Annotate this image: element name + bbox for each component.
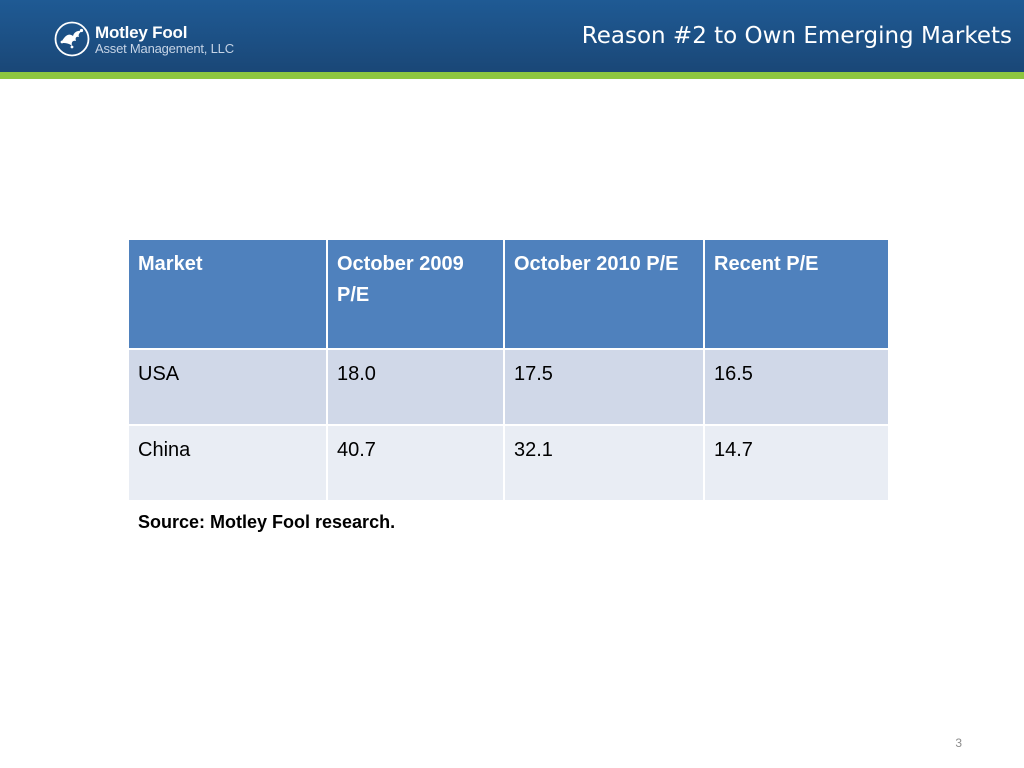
- table-cell: 40.7: [326, 424, 505, 502]
- source-note: Source: Motley Fool research.: [138, 512, 396, 532]
- table-cell: USA: [127, 348, 328, 426]
- page-number: 3: [955, 736, 962, 750]
- column-header-recent: Recent P/E: [703, 238, 890, 350]
- table-cell: 17.5: [503, 348, 705, 426]
- table-row: China 40.7 32.1 14.7: [127, 424, 890, 502]
- column-header-oct-2010: October 2010 P/E: [503, 238, 705, 350]
- logo-name: Motley Fool: [95, 22, 188, 42]
- column-header-oct-2009: October 2009 P/E: [326, 238, 505, 350]
- table-cell: China: [127, 424, 328, 502]
- column-header-market: Market: [127, 238, 328, 350]
- logo-subtitle: Asset Management, LLC: [95, 40, 234, 56]
- pe-ratio-table: Market October 2009 P/E October 2010 P/E…: [127, 238, 890, 502]
- table-cell: 14.7: [703, 424, 890, 502]
- slide-header: Motley Fool Asset Management, LLC Reason…: [0, 0, 1024, 72]
- table-cell: 16.5: [703, 348, 890, 426]
- company-logo: Motley Fool Asset Management, LLC: [54, 19, 234, 59]
- table-row: USA 18.0 17.5 16.5: [127, 348, 890, 426]
- table-cell: 32.1: [503, 424, 705, 502]
- slide-title: Reason #2 to Own Emerging Markets: [581, 23, 1012, 49]
- table-header-row: Market October 2009 P/E October 2010 P/E…: [127, 238, 890, 350]
- table-cell: 18.0: [326, 348, 505, 426]
- logo-text: Motley Fool Asset Management, LLC: [95, 24, 234, 55]
- header-accent-stripe: [0, 72, 1024, 79]
- jester-logo-icon: [54, 21, 90, 57]
